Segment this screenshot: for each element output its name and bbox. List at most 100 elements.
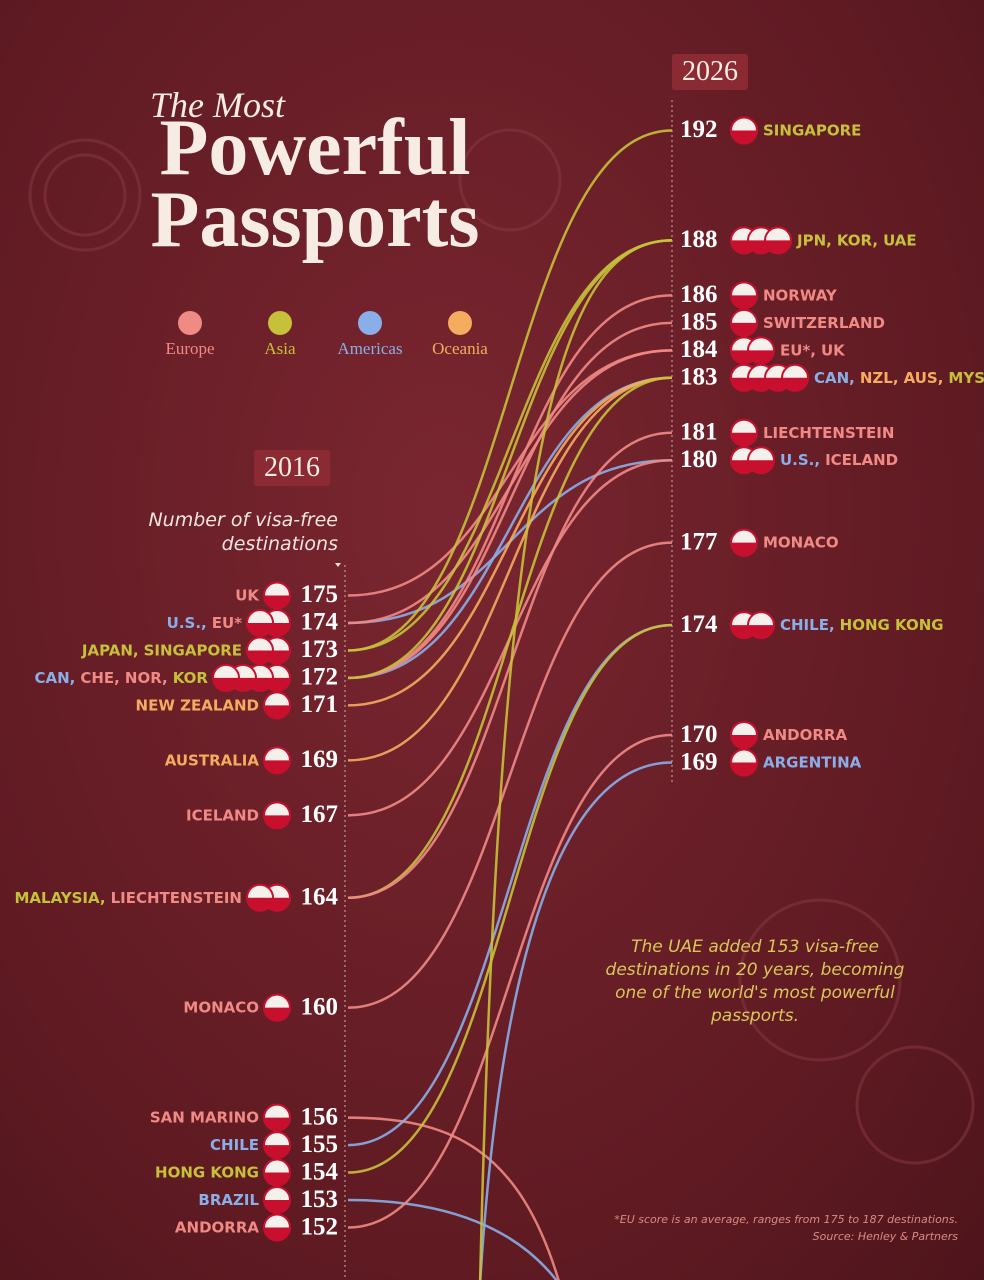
flag bbox=[264, 760, 290, 774]
series-line bbox=[347, 239, 673, 652]
score-2016: 173 bbox=[301, 636, 339, 663]
score-2026: 183 bbox=[680, 364, 718, 391]
country-name: CHILE bbox=[210, 1136, 259, 1154]
score-2016: 154 bbox=[301, 1158, 339, 1185]
country-name: EU*, bbox=[780, 341, 816, 359]
country-name: CHILE, bbox=[780, 616, 835, 634]
series-line bbox=[347, 294, 673, 680]
country-name: CHE, bbox=[80, 668, 120, 686]
flag bbox=[247, 650, 273, 664]
score-2016: 167 bbox=[301, 801, 339, 828]
flag bbox=[731, 542, 757, 556]
country-label: JPN, KOR, UAE bbox=[796, 231, 917, 249]
flag bbox=[213, 677, 239, 691]
legend-label: Europe bbox=[165, 339, 214, 358]
country-label: BRAZIL bbox=[198, 1191, 259, 1209]
country-name: AUSTRALIA bbox=[165, 751, 260, 769]
country-name: SINGAPORE bbox=[763, 121, 861, 139]
flag bbox=[731, 735, 757, 749]
score-2016: 169 bbox=[301, 746, 339, 773]
country-label: ARGENTINA bbox=[763, 753, 862, 771]
score-2026: 170 bbox=[680, 721, 718, 748]
country-label: MALAYSIA, LIECHTENSTEIN bbox=[14, 888, 242, 906]
score-2026: 185 bbox=[680, 309, 718, 336]
country-name: MONACO bbox=[183, 998, 259, 1016]
score-2016: 171 bbox=[301, 691, 339, 718]
flag bbox=[264, 1145, 290, 1159]
country-name: NEW ZEALAND bbox=[136, 696, 259, 714]
country-label: AUSTRALIA bbox=[165, 751, 260, 769]
country-label: ANDORRA bbox=[763, 726, 847, 744]
score-2016: 175 bbox=[301, 581, 339, 608]
flag bbox=[264, 1172, 290, 1186]
chart-title: Powerful Passports bbox=[150, 104, 480, 264]
country-label: U.S., ICELAND bbox=[780, 451, 898, 469]
country-label: CHILE, HONG KONG bbox=[780, 616, 944, 634]
series-line bbox=[347, 321, 673, 680]
flag bbox=[264, 1007, 290, 1021]
flag bbox=[247, 897, 273, 911]
country-label: LIECHTENSTEIN bbox=[763, 423, 894, 441]
flag bbox=[264, 815, 290, 829]
legend-swatch bbox=[178, 311, 202, 335]
country-name: CAN, bbox=[35, 668, 76, 686]
country-name: ARGENTINA bbox=[763, 753, 862, 771]
flag bbox=[264, 1227, 290, 1241]
score-2026: 180 bbox=[680, 446, 718, 473]
country-label: UK bbox=[235, 586, 260, 604]
country-name: U.S., bbox=[167, 613, 207, 631]
flag bbox=[264, 595, 290, 609]
flag bbox=[731, 322, 757, 336]
score-2026: 177 bbox=[680, 528, 718, 555]
country-name: NZL, bbox=[860, 368, 899, 386]
country-label: SAN MARINO bbox=[150, 1108, 259, 1126]
legend-label: Americas bbox=[337, 339, 402, 358]
country-name: MYS bbox=[948, 368, 984, 386]
series-line bbox=[347, 376, 673, 707]
country-name: KOR bbox=[173, 668, 209, 686]
country-label: CAN, NZL, AUS, MYS bbox=[814, 368, 984, 386]
legend-label: Oceania bbox=[432, 339, 488, 358]
country-label: CAN, CHE, NOR, KOR bbox=[35, 668, 209, 686]
legend-swatch bbox=[358, 311, 382, 335]
country-name: JPN, bbox=[796, 231, 832, 249]
country-name: MONACO bbox=[763, 533, 839, 551]
score-2026: 174 bbox=[680, 611, 718, 638]
score-2026: 181 bbox=[680, 418, 718, 445]
series-line bbox=[478, 239, 673, 1280]
country-label: NEW ZEALAND bbox=[136, 696, 259, 714]
country-label: NORWAY bbox=[763, 286, 838, 304]
series-line bbox=[347, 239, 673, 680]
flag bbox=[731, 130, 757, 144]
series-line bbox=[347, 376, 673, 762]
score-2016: 172 bbox=[301, 664, 339, 691]
score-2026: 188 bbox=[680, 226, 718, 253]
score-2016: 153 bbox=[301, 1186, 339, 1213]
country-name: MALAYSIA, bbox=[14, 888, 105, 906]
flag bbox=[264, 1117, 290, 1131]
score-2026: 169 bbox=[680, 748, 718, 775]
score-2026: 184 bbox=[680, 336, 718, 363]
annotation: The UAE added 153 visa-free destinations… bbox=[605, 937, 905, 1026]
country-name: NORWAY bbox=[763, 286, 838, 304]
country-label: JAPAN, SINGAPORE bbox=[81, 641, 242, 659]
country-name: LIECHTENSTEIN bbox=[111, 888, 242, 906]
flag bbox=[748, 625, 774, 639]
country-name: UK bbox=[235, 586, 260, 604]
country-name: ICELAND bbox=[186, 806, 259, 824]
legend-label: Asia bbox=[264, 339, 296, 358]
country-name: KOR, bbox=[837, 231, 878, 249]
country-name: ANDORRA bbox=[175, 1218, 259, 1236]
legend-swatch bbox=[268, 311, 292, 335]
flag bbox=[731, 762, 757, 776]
country-name: SWITZERLAND bbox=[763, 313, 885, 331]
country-name: NOR, bbox=[125, 668, 168, 686]
country-name: BRAZIL bbox=[198, 1191, 259, 1209]
flag bbox=[748, 460, 774, 474]
country-name: UK bbox=[821, 341, 846, 359]
country-name: ANDORRA bbox=[763, 726, 847, 744]
country-label: MONACO bbox=[183, 998, 259, 1016]
year-badge: 2016 bbox=[254, 450, 330, 486]
title-lead: The Most bbox=[150, 85, 285, 125]
